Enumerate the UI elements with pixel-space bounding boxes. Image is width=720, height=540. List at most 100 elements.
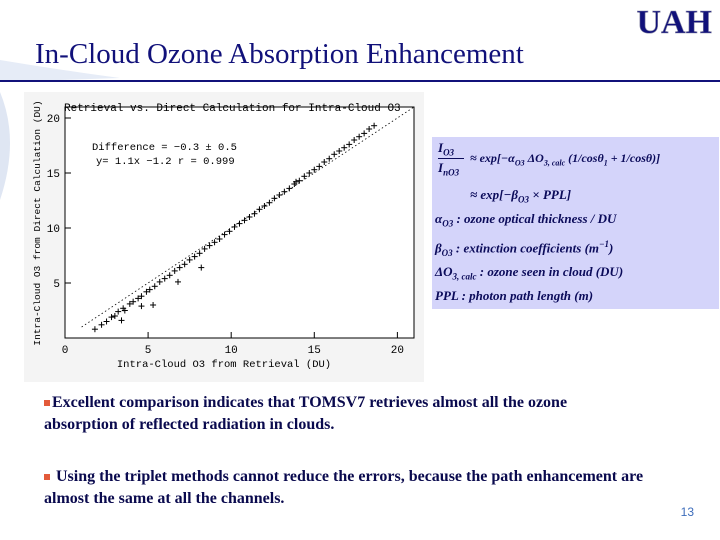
y-tick-label: 20 bbox=[47, 114, 60, 126]
y-tick-label: 15 bbox=[47, 169, 60, 181]
y-tick-label: 5 bbox=[53, 279, 60, 291]
scatter-chart: Retrieval vs. Direct Calculation for Int… bbox=[24, 92, 424, 382]
data-point bbox=[126, 300, 133, 307]
eq-line2: ≈ exp[−βO3 × PPL] bbox=[470, 187, 572, 205]
annotation-difference: Difference = −0.3 ± 0.5 bbox=[92, 142, 237, 154]
bullet-marker bbox=[44, 474, 50, 481]
data-point bbox=[206, 242, 213, 249]
data-point bbox=[176, 264, 183, 271]
equation-box: IO3 InO3 ≈ exp[−αO3 ΔO3, calc (1/cosθ1 +… bbox=[432, 137, 719, 309]
data-point bbox=[108, 314, 115, 321]
def-delta-o3: ΔO3, calc : ozone seen in cloud (DU) bbox=[435, 264, 624, 282]
data-point bbox=[316, 163, 323, 170]
scatter-plot-svg: Retrieval vs. Direct Calculation for Int… bbox=[32, 100, 415, 371]
data-point bbox=[371, 122, 378, 129]
data-point bbox=[246, 214, 253, 220]
data-point bbox=[226, 228, 233, 235]
data-point bbox=[326, 155, 333, 162]
data-point bbox=[256, 206, 263, 213]
eq-ratio-top: IO3 bbox=[438, 140, 455, 158]
data-point bbox=[301, 173, 308, 180]
data-point bbox=[161, 275, 168, 282]
x-tick-label: 10 bbox=[225, 345, 238, 357]
data-point bbox=[271, 195, 278, 202]
data-point bbox=[311, 166, 318, 173]
data-point bbox=[171, 267, 178, 274]
data-point bbox=[201, 245, 208, 252]
eq-ratio-bottom: InO3 bbox=[438, 160, 460, 178]
def-ppl: PPL : photon path length (m) bbox=[435, 288, 594, 303]
data-point bbox=[211, 239, 218, 246]
reference-line bbox=[81, 106, 415, 328]
data-point bbox=[236, 220, 243, 227]
data-point bbox=[143, 288, 150, 295]
data-point bbox=[196, 250, 203, 257]
data-point bbox=[138, 293, 145, 300]
data-point bbox=[156, 278, 163, 285]
data-point bbox=[251, 210, 258, 217]
data-point bbox=[91, 326, 98, 333]
data-point bbox=[276, 192, 283, 198]
x-tick-label: 20 bbox=[391, 345, 404, 357]
data-point bbox=[181, 261, 188, 268]
data-point bbox=[346, 141, 353, 148]
data-point bbox=[151, 283, 158, 290]
data-point bbox=[198, 264, 205, 271]
y-tick-label: 10 bbox=[47, 224, 60, 236]
annotation-fit: y= 1.1x −1.2 r = 0.999 bbox=[96, 156, 235, 168]
one-to-one-line bbox=[81, 106, 415, 328]
data-point bbox=[356, 133, 363, 140]
data-point bbox=[336, 148, 343, 154]
eq-line1-rhs: ≈ exp[−αO3 ΔO3, calc (1/cosθ1 + 1/cosθ)] bbox=[470, 151, 661, 168]
def-alpha: αO3 : ozone optical thickness / DU bbox=[435, 211, 617, 229]
data-point bbox=[366, 126, 373, 132]
data-point bbox=[175, 278, 182, 285]
data-point bbox=[98, 321, 105, 328]
bullet-1: Excellent comparison indicates that TOMS… bbox=[44, 392, 644, 436]
slide-title: In-Cloud Ozone Absorption Enhancement bbox=[35, 38, 524, 70]
axis-ticks: 0 5 10 15 20 5 10 15 20 bbox=[47, 114, 404, 357]
data-point bbox=[216, 236, 223, 242]
data-point bbox=[361, 130, 368, 137]
data-point bbox=[296, 177, 303, 184]
x-tick-label: 5 bbox=[145, 345, 152, 357]
data-point bbox=[111, 313, 118, 319]
x-tick-label: 0 bbox=[62, 345, 69, 357]
bullet-2-text: Using the triplet methods cannot reduce … bbox=[44, 468, 644, 507]
data-point bbox=[241, 217, 248, 224]
data-point bbox=[306, 170, 313, 176]
page-number: 13 bbox=[680, 505, 694, 519]
data-points bbox=[91, 122, 378, 333]
data-point bbox=[150, 302, 157, 308]
data-point bbox=[146, 286, 153, 293]
data-point bbox=[166, 272, 173, 279]
data-point bbox=[130, 298, 137, 305]
logo-text: UAH bbox=[636, 4, 712, 38]
bullet-2: Using the triplet methods cannot reduce … bbox=[44, 466, 644, 510]
data-point bbox=[331, 151, 338, 158]
data-point bbox=[138, 303, 145, 310]
data-point bbox=[321, 159, 328, 165]
x-tick-label: 15 bbox=[308, 345, 321, 357]
data-point bbox=[261, 203, 268, 209]
y-axis-label: Intra-Cloud O3 from Direct Calculation (… bbox=[32, 100, 43, 345]
data-point bbox=[281, 188, 288, 195]
def-beta: βO3 : extinction coefficients (m−1) bbox=[435, 239, 614, 258]
data-point bbox=[135, 295, 142, 302]
data-point bbox=[231, 223, 238, 230]
data-point bbox=[351, 137, 358, 143]
data-point bbox=[293, 178, 300, 185]
data-point bbox=[103, 318, 110, 325]
data-point bbox=[266, 199, 273, 206]
data-point bbox=[115, 308, 122, 315]
data-point bbox=[286, 185, 293, 192]
eq-fraction-bar bbox=[438, 158, 464, 159]
data-point bbox=[221, 231, 228, 238]
data-point bbox=[121, 307, 128, 314]
x-axis-label: Intra-Cloud O3 from Retrieval (DU) bbox=[117, 359, 331, 371]
bullet-1-text: Excellent comparison indicates that TOMS… bbox=[44, 394, 568, 433]
data-point bbox=[118, 317, 125, 324]
data-point bbox=[186, 256, 193, 263]
data-point bbox=[341, 144, 348, 151]
